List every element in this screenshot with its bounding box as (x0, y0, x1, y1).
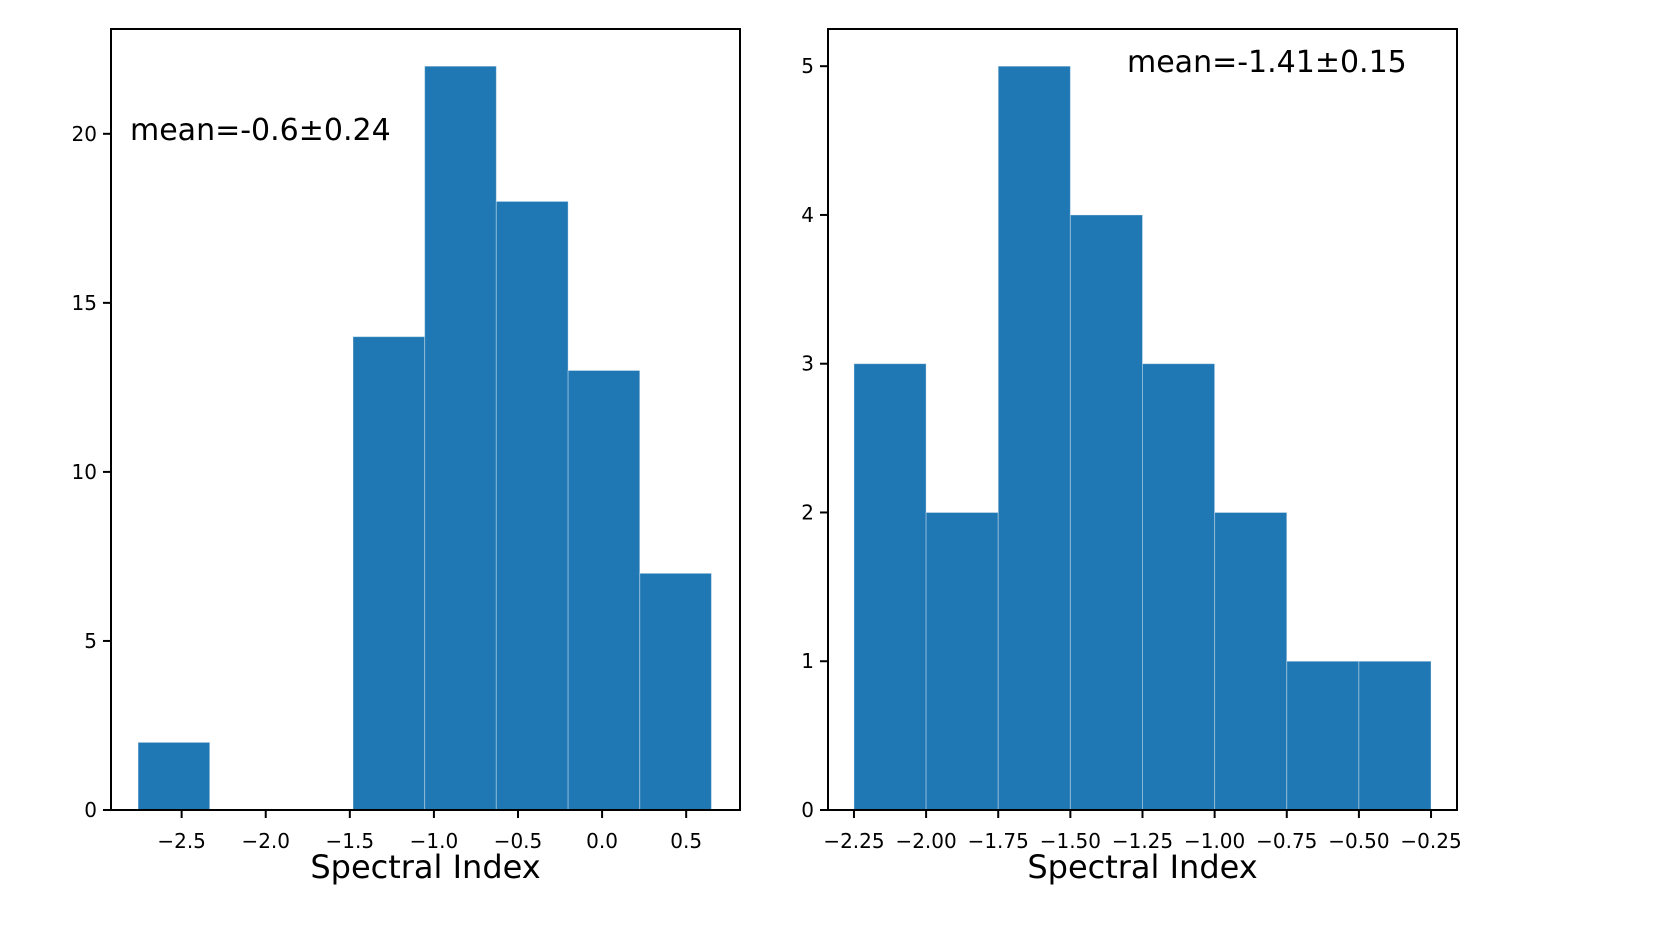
x-axis-tick-label: −0.50 (1328, 829, 1389, 853)
x-axis-tick-label: −0.5 (494, 829, 543, 853)
histogram-bar (1069, 214, 1143, 811)
y-axis-tick-label: 10 (72, 460, 97, 484)
x-axis-tick-label: −1.5 (326, 829, 375, 853)
histogram-bar (1214, 511, 1288, 811)
y-axis-tick-label: 3 (801, 352, 814, 376)
histogram-bar (925, 511, 999, 811)
y-axis-tick-label: 5 (84, 629, 97, 653)
histogram-bar (567, 369, 641, 811)
histogram-bar (1286, 660, 1360, 811)
x-axis-tick-label: −0.25 (1400, 829, 1461, 853)
y-axis-tick-label: 15 (72, 291, 97, 315)
x-axis-tick-label: −2.25 (823, 829, 884, 853)
x-axis-tick-label: −0.75 (1256, 829, 1317, 853)
histogram-bar (424, 65, 497, 811)
x-axis-tick-label: −2.5 (157, 829, 206, 853)
histogram-bar (352, 336, 426, 811)
y-axis-tick-label: 5 (801, 54, 814, 78)
x-axis-tick-label: −1.25 (1112, 829, 1173, 853)
x-axis-tick-label: −1.0 (410, 829, 459, 853)
histogram-bar (997, 65, 1071, 811)
y-axis-tick-label: 20 (72, 122, 97, 146)
y-axis-tick-label: 2 (801, 500, 814, 524)
histogram-bar (639, 572, 712, 811)
histogram-bar (137, 741, 211, 811)
y-axis-tick-label: 1 (801, 649, 814, 673)
x-axis-tick-label: −1.00 (1184, 829, 1245, 853)
y-axis-tick-label: 0 (84, 798, 97, 822)
mean-annotation: mean=-1.41±0.15 (1127, 45, 1407, 80)
x-axis-tick-label: 0.5 (670, 829, 702, 853)
histogram-bar (853, 363, 927, 811)
x-axis-tick-label: −2.00 (895, 829, 956, 853)
histogram-bar (1358, 660, 1432, 811)
mean-annotation: mean=-0.6±0.24 (130, 113, 391, 148)
axes-left: −2.5 −2.0 −1.5 −1.0 −0.5 0.0 0.5 0 5 10 15 20 Spectr… (72, 28, 741, 886)
histogram-bar (495, 200, 569, 811)
x-axis-tick-label: −2.0 (241, 829, 290, 853)
x-axis-label: Spectral Index (1027, 848, 1257, 886)
histogram-bar (1142, 363, 1216, 811)
axes-frame (110, 28, 741, 811)
x-axis-label: Spectral Index (310, 848, 540, 886)
x-axis-tick-label: 0.0 (586, 829, 618, 853)
y-axis-tick-label: 4 (801, 203, 814, 227)
x-axis-tick-label: −1.50 (1040, 829, 1101, 853)
y-axis-tick-label: 0 (801, 798, 814, 822)
x-axis-tick-label: −1.75 (968, 829, 1029, 853)
axes-right: −2.25 −2.00 −1.75 −1.50 −1.25 −1.00 −0.75 −0.50… (801, 28, 1462, 886)
